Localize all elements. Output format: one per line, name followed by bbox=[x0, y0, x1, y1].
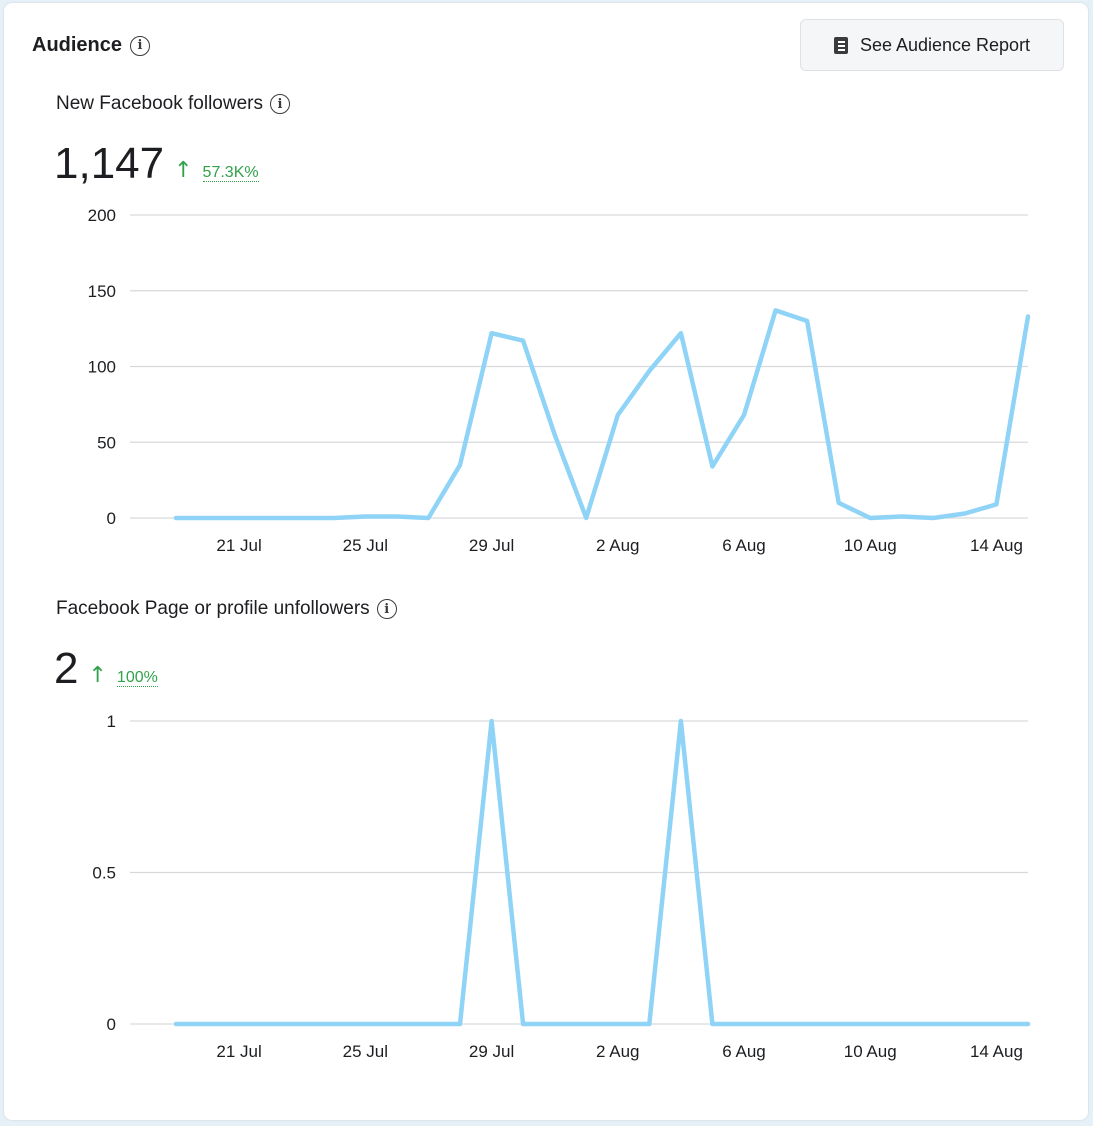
see-audience-report-button[interactable]: See Audience Report bbox=[800, 19, 1064, 71]
audience-card: Audience i See Audience Report New Faceb… bbox=[4, 3, 1088, 1120]
x-tick-label: 14 Aug bbox=[970, 1042, 1023, 1061]
unfollowers-chart: 0 0.5 1 21 Jul 25 Jul 29 Jul 2 Aug 6 Aug 10 Aug 1… bbox=[92, 712, 1031, 1061]
y-tick-label: 0 bbox=[107, 509, 116, 528]
info-icon[interactable]: i bbox=[130, 35, 151, 56]
x-tick-label: 29 Jul bbox=[469, 536, 514, 555]
series-line[interactable] bbox=[173, 718, 1031, 1027]
y-tick-label: 0 bbox=[107, 1015, 116, 1034]
followers-change[interactable]: 57.3K% bbox=[202, 164, 259, 182]
info-icon[interactable]: i bbox=[269, 94, 290, 114]
unfollowers-change[interactable]: 100% bbox=[116, 669, 158, 687]
x-tick-label: 10 Aug bbox=[844, 536, 897, 555]
x-tick-label: 2 Aug bbox=[596, 536, 640, 555]
info-icon[interactable]: i bbox=[376, 599, 397, 619]
x-tick-label: 29 Jul bbox=[469, 1042, 514, 1061]
y-tick-label: 150 bbox=[88, 282, 116, 301]
report-button-label: See Audience Report bbox=[859, 34, 1031, 55]
y-tick-label: 50 bbox=[97, 433, 116, 452]
followers-chart: 0 50 100 150 200 21 Jul 25 Jul 29 Jul 2 Aug 6 Aug… bbox=[88, 206, 1031, 555]
arrow-up-icon: ↑ bbox=[88, 663, 107, 688]
x-tick-label: 2 Aug bbox=[596, 1042, 640, 1061]
followers-title-text: New Facebook followers bbox=[56, 93, 263, 114]
x-tick-label: 10 Aug bbox=[844, 1042, 897, 1061]
followers-section-title: New Facebook followers i bbox=[56, 93, 290, 115]
unfollowers-total: 2 bbox=[54, 644, 79, 693]
followers-total: 1,147 bbox=[54, 139, 165, 188]
y-tick-label: 200 bbox=[88, 206, 116, 225]
y-tick-label: 0.5 bbox=[92, 864, 116, 883]
unfollowers-section-title: Facebook Page or profile unfollowers i bbox=[56, 598, 397, 620]
x-tick-label: 21 Jul bbox=[216, 536, 261, 555]
report-book-icon bbox=[833, 36, 848, 54]
y-tick-label: 1 bbox=[107, 712, 116, 731]
audience-title: Audience bbox=[32, 34, 123, 56]
x-tick-label: 14 Aug bbox=[970, 536, 1023, 555]
x-tick-label: 6 Aug bbox=[722, 1042, 766, 1061]
series-line[interactable] bbox=[173, 308, 1031, 521]
audience-header: Audience i bbox=[32, 34, 151, 57]
x-tick-label: 25 Jul bbox=[343, 1042, 388, 1061]
followers-metric: 1,147 ↑ 57.3K% bbox=[54, 142, 259, 186]
x-tick-label: 21 Jul bbox=[216, 1042, 261, 1061]
x-tick-label: 6 Aug bbox=[722, 536, 766, 555]
y-tick-label: 100 bbox=[88, 358, 116, 377]
unfollowers-title-text: Facebook Page or profile unfollowers bbox=[56, 598, 370, 619]
x-tick-label: 25 Jul bbox=[343, 536, 388, 555]
unfollowers-metric: 2 ↑ 100% bbox=[54, 647, 158, 691]
arrow-up-icon: ↑ bbox=[174, 158, 193, 183]
